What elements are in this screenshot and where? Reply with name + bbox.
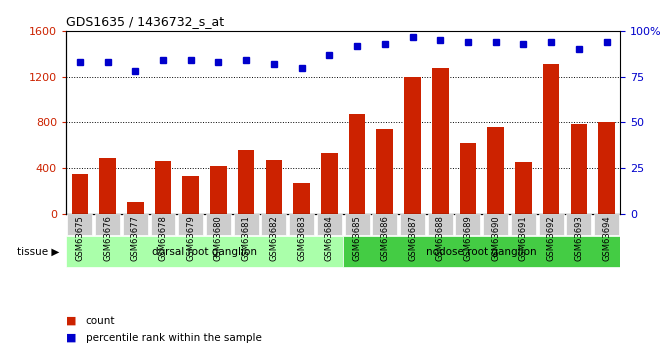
Bar <box>515 162 532 214</box>
FancyBboxPatch shape <box>67 214 92 235</box>
FancyBboxPatch shape <box>95 214 120 235</box>
Text: ■: ■ <box>66 316 77 326</box>
Text: GSM63677: GSM63677 <box>131 215 140 261</box>
Bar <box>154 161 172 214</box>
Text: GSM63686: GSM63686 <box>380 215 389 261</box>
FancyBboxPatch shape <box>345 214 370 235</box>
FancyBboxPatch shape <box>289 214 314 235</box>
FancyBboxPatch shape <box>261 214 286 235</box>
Text: GSM63689: GSM63689 <box>463 215 473 261</box>
Text: GSM63678: GSM63678 <box>158 215 168 261</box>
Text: GSM63690: GSM63690 <box>491 215 500 260</box>
Bar <box>376 129 393 214</box>
Text: GSM63675: GSM63675 <box>75 215 84 261</box>
Text: GSM63680: GSM63680 <box>214 215 223 261</box>
FancyBboxPatch shape <box>66 236 343 267</box>
Text: percentile rank within the sample: percentile rank within the sample <box>86 333 261 343</box>
FancyBboxPatch shape <box>539 214 564 235</box>
FancyBboxPatch shape <box>400 214 425 235</box>
FancyBboxPatch shape <box>594 214 619 235</box>
Text: GSM63687: GSM63687 <box>408 215 417 261</box>
Text: GSM63691: GSM63691 <box>519 215 528 260</box>
FancyBboxPatch shape <box>428 214 453 235</box>
FancyBboxPatch shape <box>372 214 397 235</box>
Text: GSM63683: GSM63683 <box>297 215 306 261</box>
Bar <box>459 143 477 214</box>
Bar <box>487 127 504 214</box>
FancyBboxPatch shape <box>317 214 342 235</box>
FancyBboxPatch shape <box>483 214 508 235</box>
Text: GSM63679: GSM63679 <box>186 215 195 261</box>
Bar <box>127 203 144 214</box>
FancyBboxPatch shape <box>455 214 480 235</box>
FancyBboxPatch shape <box>511 214 536 235</box>
FancyBboxPatch shape <box>206 214 231 235</box>
Text: dorsal root ganglion: dorsal root ganglion <box>152 247 257 257</box>
Text: GSM63676: GSM63676 <box>103 215 112 261</box>
Text: GSM63693: GSM63693 <box>574 215 583 261</box>
Text: GSM63685: GSM63685 <box>352 215 362 261</box>
Text: GSM63681: GSM63681 <box>242 215 251 261</box>
FancyBboxPatch shape <box>234 214 259 235</box>
Text: ■: ■ <box>66 333 77 343</box>
FancyBboxPatch shape <box>150 214 176 235</box>
Bar <box>543 64 560 214</box>
Text: GSM63694: GSM63694 <box>602 215 611 260</box>
Bar <box>598 122 615 214</box>
Text: count: count <box>86 316 115 326</box>
Bar <box>99 158 116 214</box>
FancyBboxPatch shape <box>178 214 203 235</box>
Bar <box>321 153 338 214</box>
Bar <box>265 160 282 214</box>
FancyBboxPatch shape <box>123 214 148 235</box>
Bar <box>432 68 449 214</box>
Bar <box>293 183 310 214</box>
Text: nodose root ganglion: nodose root ganglion <box>426 247 537 257</box>
Bar <box>182 176 199 214</box>
Text: GSM63692: GSM63692 <box>546 215 556 260</box>
Text: GSM63682: GSM63682 <box>269 215 279 261</box>
Bar <box>238 150 255 214</box>
FancyBboxPatch shape <box>343 236 620 267</box>
Bar <box>404 77 421 214</box>
FancyBboxPatch shape <box>566 214 591 235</box>
Bar <box>348 115 366 214</box>
Bar <box>210 166 227 214</box>
Text: GSM63684: GSM63684 <box>325 215 334 261</box>
Bar <box>71 174 88 214</box>
Text: tissue ▶: tissue ▶ <box>17 247 59 257</box>
Bar <box>570 124 587 214</box>
Text: GSM63688: GSM63688 <box>436 215 445 261</box>
Text: GDS1635 / 1436732_s_at: GDS1635 / 1436732_s_at <box>66 16 224 29</box>
